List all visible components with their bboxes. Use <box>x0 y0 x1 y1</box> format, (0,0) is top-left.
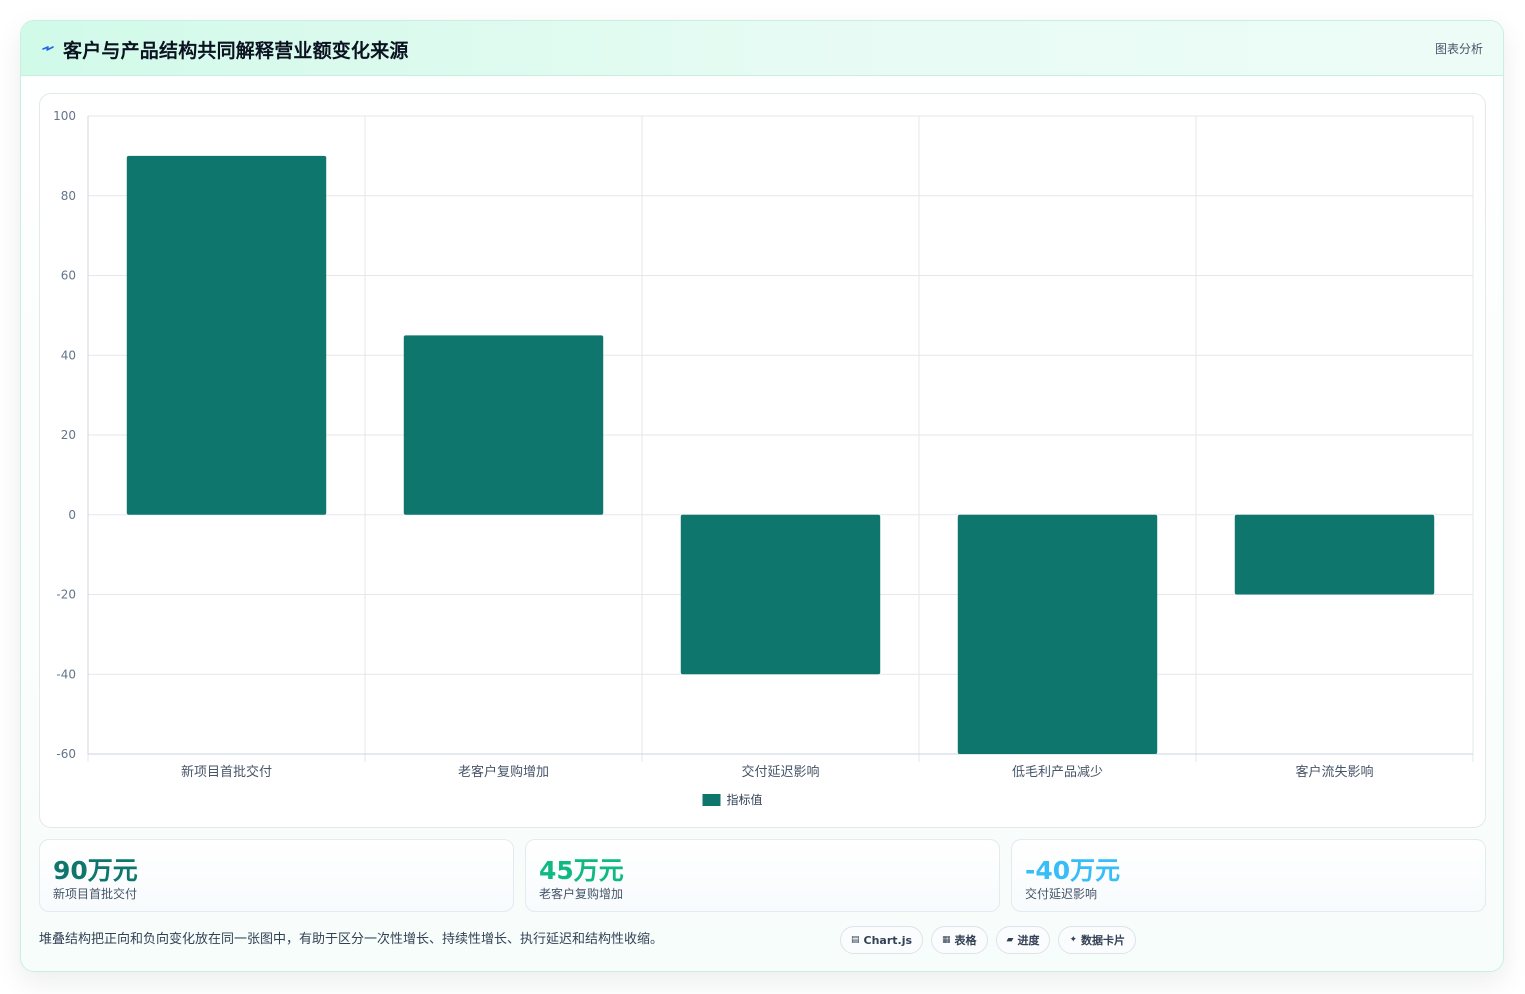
kpi-card-1: 90万元 新项目首批交付 <box>39 839 514 912</box>
x-category-label: 交付延迟影响 <box>741 764 819 780</box>
legend-label[interactable]: 指标值 <box>727 792 763 807</box>
bar[interactable] <box>403 335 604 515</box>
x-category-label: 低毛利产品减少 <box>1012 765 1103 780</box>
kpi-value: 45万元 <box>539 856 624 885</box>
x-category-label: 老客户复购增加 <box>458 764 549 780</box>
pill-data-card[interactable]: ✦ 数据卡片 <box>1058 926 1137 954</box>
kpi-label: 老客户复购增加 <box>539 887 624 901</box>
y-tick-label: -60 <box>56 747 76 761</box>
y-tick-label: -20 <box>56 588 76 602</box>
y-tick-label: 40 <box>61 348 76 362</box>
bar-chart: 100 80 60 40 20 0 -20 -40 -60 新项目首批交付 老客户复购增加 交付延迟影… <box>53 109 1474 807</box>
y-tick-label: 80 <box>61 189 76 203</box>
chart-card: 100 80 60 40 20 0 -20 -40 -60 新项目首批交付 老客户复购增加 交付延迟影… <box>39 93 1486 828</box>
kpi-value: -40万元 <box>1025 856 1121 885</box>
page-title: 客户与产品结构共同解释营业额变化来源 <box>63 40 409 62</box>
x-category-label: 新项目首批交付 <box>181 764 272 780</box>
pill-label: Chart.js <box>863 933 913 947</box>
pill-chartjs[interactable]: ▤ Chart.js <box>840 926 924 954</box>
y-tick-label: 0 <box>68 508 76 522</box>
y-tick-label: 20 <box>61 428 76 442</box>
y-tick-label: 60 <box>61 269 76 283</box>
pill-label: 数据卡片 <box>1081 934 1126 947</box>
kpi-card-3: -40万元 交付延迟影响 <box>1011 839 1486 912</box>
kpi-label: 新项目首批交付 <box>53 887 138 901</box>
pill-progress[interactable]: ▰ 进度 <box>995 926 1051 954</box>
pill-label: 表格 <box>954 934 977 947</box>
kpi-value: 90万元 <box>53 856 138 885</box>
x-category-label: 客户流失影响 <box>1295 764 1373 780</box>
progress-icon: ▰ <box>1006 935 1014 945</box>
footnote: 堆叠结构把正向和负向变化放在同一张图中，有助于区分一次性增长、持续性增长、执行延… <box>39 932 664 947</box>
bar[interactable] <box>957 514 1158 754</box>
y-tick-label: 100 <box>53 109 76 123</box>
kpi-card-2: 45万元 老客户复购增加 <box>525 839 1000 912</box>
chart-panel: 客户与产品结构共同解释营业额变化来源 图表分析 100 80 60 40 20 0 -20 -… <box>20 20 1504 972</box>
bar[interactable] <box>1234 514 1435 595</box>
y-tick-label: -40 <box>56 667 76 681</box>
bar[interactable] <box>680 514 881 675</box>
bar[interactable] <box>126 155 327 515</box>
card-icon: ✦ <box>1069 935 1078 945</box>
table-icon: ▦ <box>942 935 951 945</box>
chart-icon: ▤ <box>851 935 860 945</box>
pill-table[interactable]: ▦ 表格 <box>931 926 988 954</box>
kpi-label: 交付延迟影响 <box>1025 887 1098 901</box>
tech-pill-row: ▤ Chart.js ▦ 表格 ▰ 进度 ✦ 数据卡片 <box>840 926 1137 956</box>
pill-label: 进度 <box>1017 934 1040 947</box>
legend-swatch <box>702 794 721 806</box>
chart-analysis-tag: 图表分析 <box>1434 42 1483 56</box>
lightning-icon <box>42 46 54 51</box>
panel-header: 客户与产品结构共同解释营业额变化来源 图表分析 <box>21 21 1503 76</box>
